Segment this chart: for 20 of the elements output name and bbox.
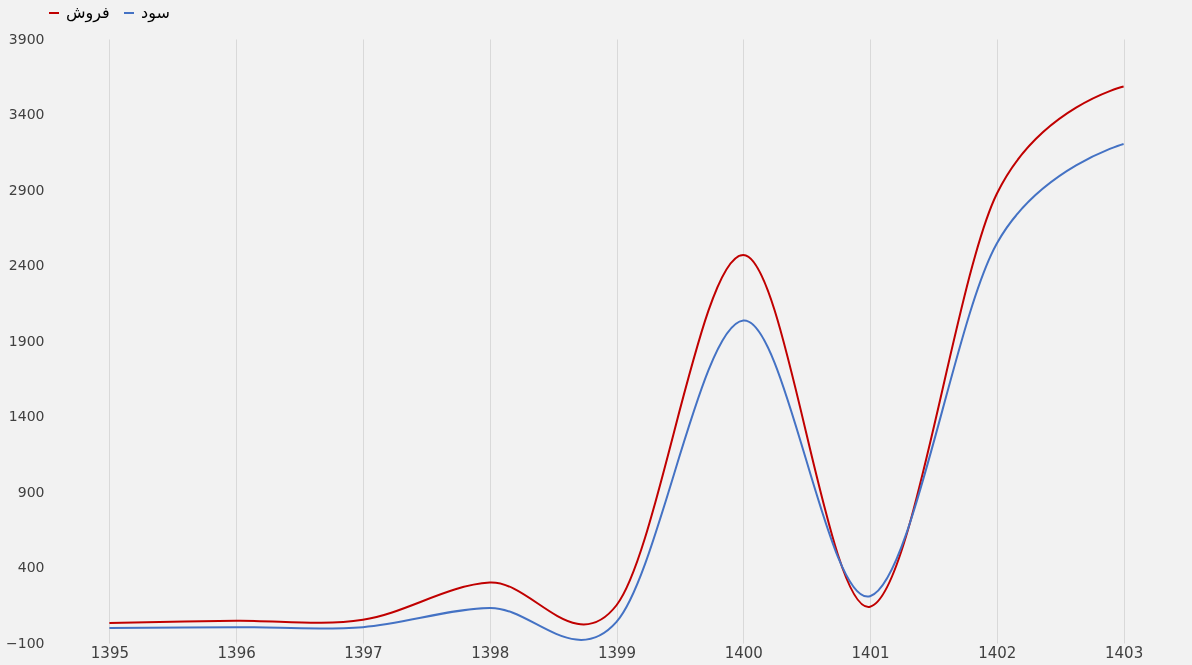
x-tick-label: 1403 [1105, 643, 1144, 662]
x-tick-label: 1401 [851, 643, 890, 662]
x-tick-label: 1397 [344, 643, 383, 662]
y-tick-label: 2400 [8, 257, 45, 273]
x-tick-label: 1398 [471, 643, 510, 662]
y-tick-label: 3400 [8, 106, 45, 122]
y-tick-label: 2900 [8, 181, 45, 198]
y-tick-label: 3900 [8, 30, 45, 47]
x-tick-label: 1399 [597, 643, 637, 662]
y-tick-label: −100 [6, 634, 45, 651]
x-tick-label: 1402 [978, 643, 1017, 662]
y-tick-label: 1400 [8, 408, 45, 424]
y-tick-label: 1900 [8, 332, 45, 349]
legend-label: فروش [66, 3, 110, 23]
legend-label: سود [141, 3, 170, 23]
y-tick-label: 400 [17, 559, 45, 575]
x-tick-label: 1396 [217, 643, 256, 662]
y-tick-label: 900 [17, 483, 45, 500]
x-tick-label: 1395 [90, 643, 129, 662]
x-tick-label: 1400 [724, 643, 763, 662]
